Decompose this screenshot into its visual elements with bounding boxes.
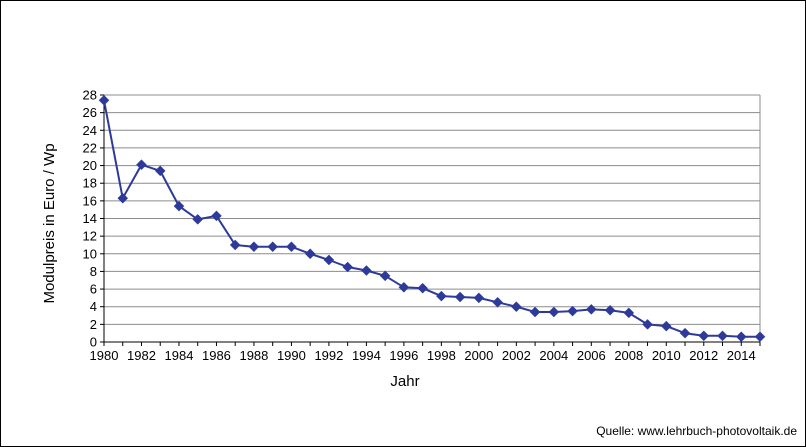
axes <box>100 94 761 346</box>
data-point <box>117 192 129 204</box>
x-tick-label: 1980 <box>90 348 119 363</box>
data-point <box>192 214 204 225</box>
data-point <box>698 330 710 342</box>
data-point <box>679 327 691 339</box>
data-point <box>323 254 335 266</box>
y-tick-label: 12 <box>83 229 97 244</box>
data-point <box>286 241 297 253</box>
series-markers <box>98 94 766 343</box>
x-tick-label: 1986 <box>202 348 231 363</box>
data-point <box>717 330 728 342</box>
y-tick-label: 4 <box>90 299 97 314</box>
data-point <box>229 239 241 251</box>
y-tick-label: 16 <box>83 193 97 208</box>
data-point <box>248 241 260 253</box>
y-tick-label: 28 <box>83 88 97 103</box>
x-tick-labels: 1980 1982 1984 1986 1988 1990 1992 1994 1996 1998… <box>90 348 756 363</box>
data-point <box>436 290 447 302</box>
y-tick-label: 24 <box>83 123 97 138</box>
x-tick-label: 2008 <box>614 348 643 363</box>
data-point <box>567 305 578 317</box>
data-point <box>361 265 372 276</box>
x-tick-label: 2006 <box>577 348 606 363</box>
x-tick-label: 1988 <box>239 348 268 363</box>
x-tick-label: 1982 <box>127 348 156 363</box>
x-tick-label: 2000 <box>464 348 493 363</box>
gridlines <box>104 94 761 343</box>
x-tick-label: 1996 <box>389 348 418 363</box>
x-tick-label: 2004 <box>539 348 568 363</box>
x-tick-label: 2012 <box>689 348 718 363</box>
data-point <box>304 248 316 260</box>
data-point <box>417 282 428 294</box>
data-point <box>529 306 541 318</box>
x-tick-label: 1994 <box>352 348 381 363</box>
data-point <box>510 301 522 313</box>
y-tick-label: 18 <box>83 176 97 191</box>
data-point <box>136 159 147 171</box>
data-point <box>492 296 503 308</box>
data-point <box>398 281 410 293</box>
data-point <box>735 331 747 343</box>
data-point <box>267 241 279 253</box>
data-point <box>548 306 560 318</box>
data-point <box>642 319 653 330</box>
y-tick-label: 26 <box>83 105 97 120</box>
data-point <box>454 291 466 303</box>
x-tick-label: 1984 <box>165 348 194 363</box>
y-tick-label: 6 <box>90 282 97 297</box>
data-point <box>211 210 222 222</box>
y-tick-label: 14 <box>83 211 97 226</box>
x-axis-label: Jahr <box>390 373 419 390</box>
x-tick-label: 2002 <box>502 348 531 363</box>
data-point <box>379 270 391 282</box>
data-point <box>660 320 672 332</box>
x-tick-label: 2014 <box>727 348 756 363</box>
y-tick-label: 8 <box>90 264 97 279</box>
y-tick-label: 10 <box>83 246 97 261</box>
data-point <box>173 200 185 212</box>
data-point <box>585 304 597 315</box>
data-point <box>473 292 485 304</box>
x-tick-label: 1998 <box>427 348 456 363</box>
y-tick-label: 0 <box>90 335 97 350</box>
data-point <box>342 261 354 273</box>
y-axis-label: Modulpreis in Euro / Wp <box>41 143 58 303</box>
x-tick-label: 2010 <box>652 348 681 363</box>
data-point <box>754 331 766 343</box>
x-tick-label: 1990 <box>277 348 306 363</box>
y-tick-label: 20 <box>83 158 97 173</box>
data-point <box>604 304 616 316</box>
data-point <box>98 94 110 106</box>
x-tick-label: 1992 <box>314 348 343 363</box>
y-tick-label: 22 <box>83 140 97 155</box>
y-tick-label: 2 <box>90 317 97 332</box>
data-point <box>154 165 166 177</box>
source-note: Quelle: www.lehrbuch-photovoltaik.de <box>596 424 797 438</box>
data-point <box>623 307 635 319</box>
